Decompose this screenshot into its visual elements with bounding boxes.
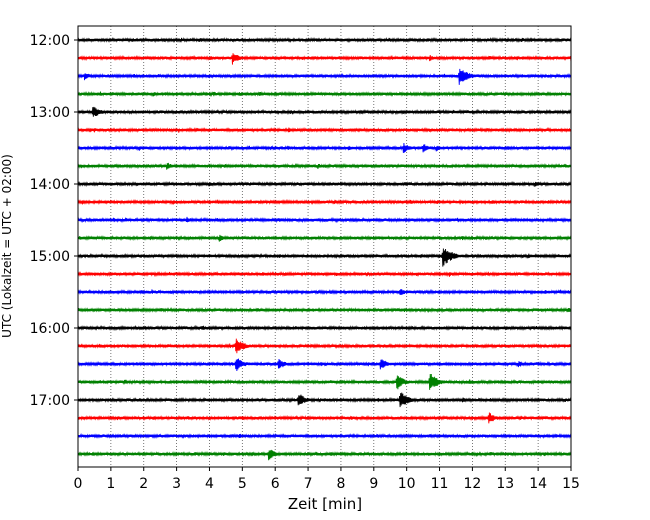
x-tick-label: 1: [106, 476, 115, 492]
trace-line: [77, 306, 572, 314]
x-tick-label: 8: [336, 476, 345, 492]
trace-line: [77, 288, 572, 296]
trace-line: [77, 90, 572, 98]
trace-line: [77, 106, 572, 117]
y-axis-label: UTC (Lokalzeit = UTC + 02:00): [0, 154, 14, 338]
x-tick-label: 14: [529, 476, 547, 492]
x-tick-label: 15: [562, 476, 580, 492]
trace-line: [77, 392, 572, 408]
trace-line: [77, 126, 572, 133]
x-tick-label: 9: [369, 476, 378, 492]
x-tick-label: 13: [496, 476, 514, 492]
trace-line: [77, 143, 572, 153]
y-tick-label: 13:00: [30, 105, 70, 121]
y-axis: 12:00 13:00 14:00 15:00 16:00 17:00: [30, 33, 78, 409]
plot-frame: [77, 25, 572, 468]
trace-line: [77, 324, 572, 332]
x-tick-label: 2: [139, 476, 148, 492]
trace-line: [77, 373, 572, 390]
x-tick-label: 7: [304, 476, 313, 492]
x-axis-label: Zeit [min]: [288, 495, 362, 513]
trace-line: [77, 412, 572, 424]
trace-line: [77, 338, 572, 354]
trace-line: [77, 248, 572, 267]
trace-line: [77, 216, 572, 224]
trace-group: [77, 36, 572, 461]
trace-line: [77, 270, 572, 278]
x-tick-label: 6: [271, 476, 280, 492]
trace-line: [77, 53, 572, 65]
x-tick-label: 5: [238, 476, 247, 492]
y-tick-label: 17:00: [30, 393, 70, 409]
y-tick-label: 15:00: [30, 249, 70, 265]
trace-line: [77, 180, 572, 188]
plot-background: [78, 26, 571, 467]
x-tick-label: 10: [398, 476, 416, 492]
x-tick-label: 11: [431, 476, 449, 492]
x-axis: 0 1 2 3 4 5 6 7 8 9 10 11 12 13 14 15: [74, 467, 580, 492]
y-tick-label: 14:00: [30, 177, 70, 193]
trace-line: [77, 358, 572, 371]
trace-line: [77, 36, 572, 44]
x-tick-label: 12: [463, 476, 481, 492]
x-tick-label: 4: [205, 476, 214, 492]
y-tick-label: 16:00: [30, 321, 70, 337]
trace-line: [77, 432, 572, 439]
x-tick-label: 0: [74, 476, 83, 492]
x-tick-label: 3: [172, 476, 181, 492]
trace-line: [77, 199, 572, 206]
y-tick-label: 12:00: [30, 33, 70, 49]
trace-line: [77, 68, 572, 85]
trace-line: [77, 449, 572, 461]
